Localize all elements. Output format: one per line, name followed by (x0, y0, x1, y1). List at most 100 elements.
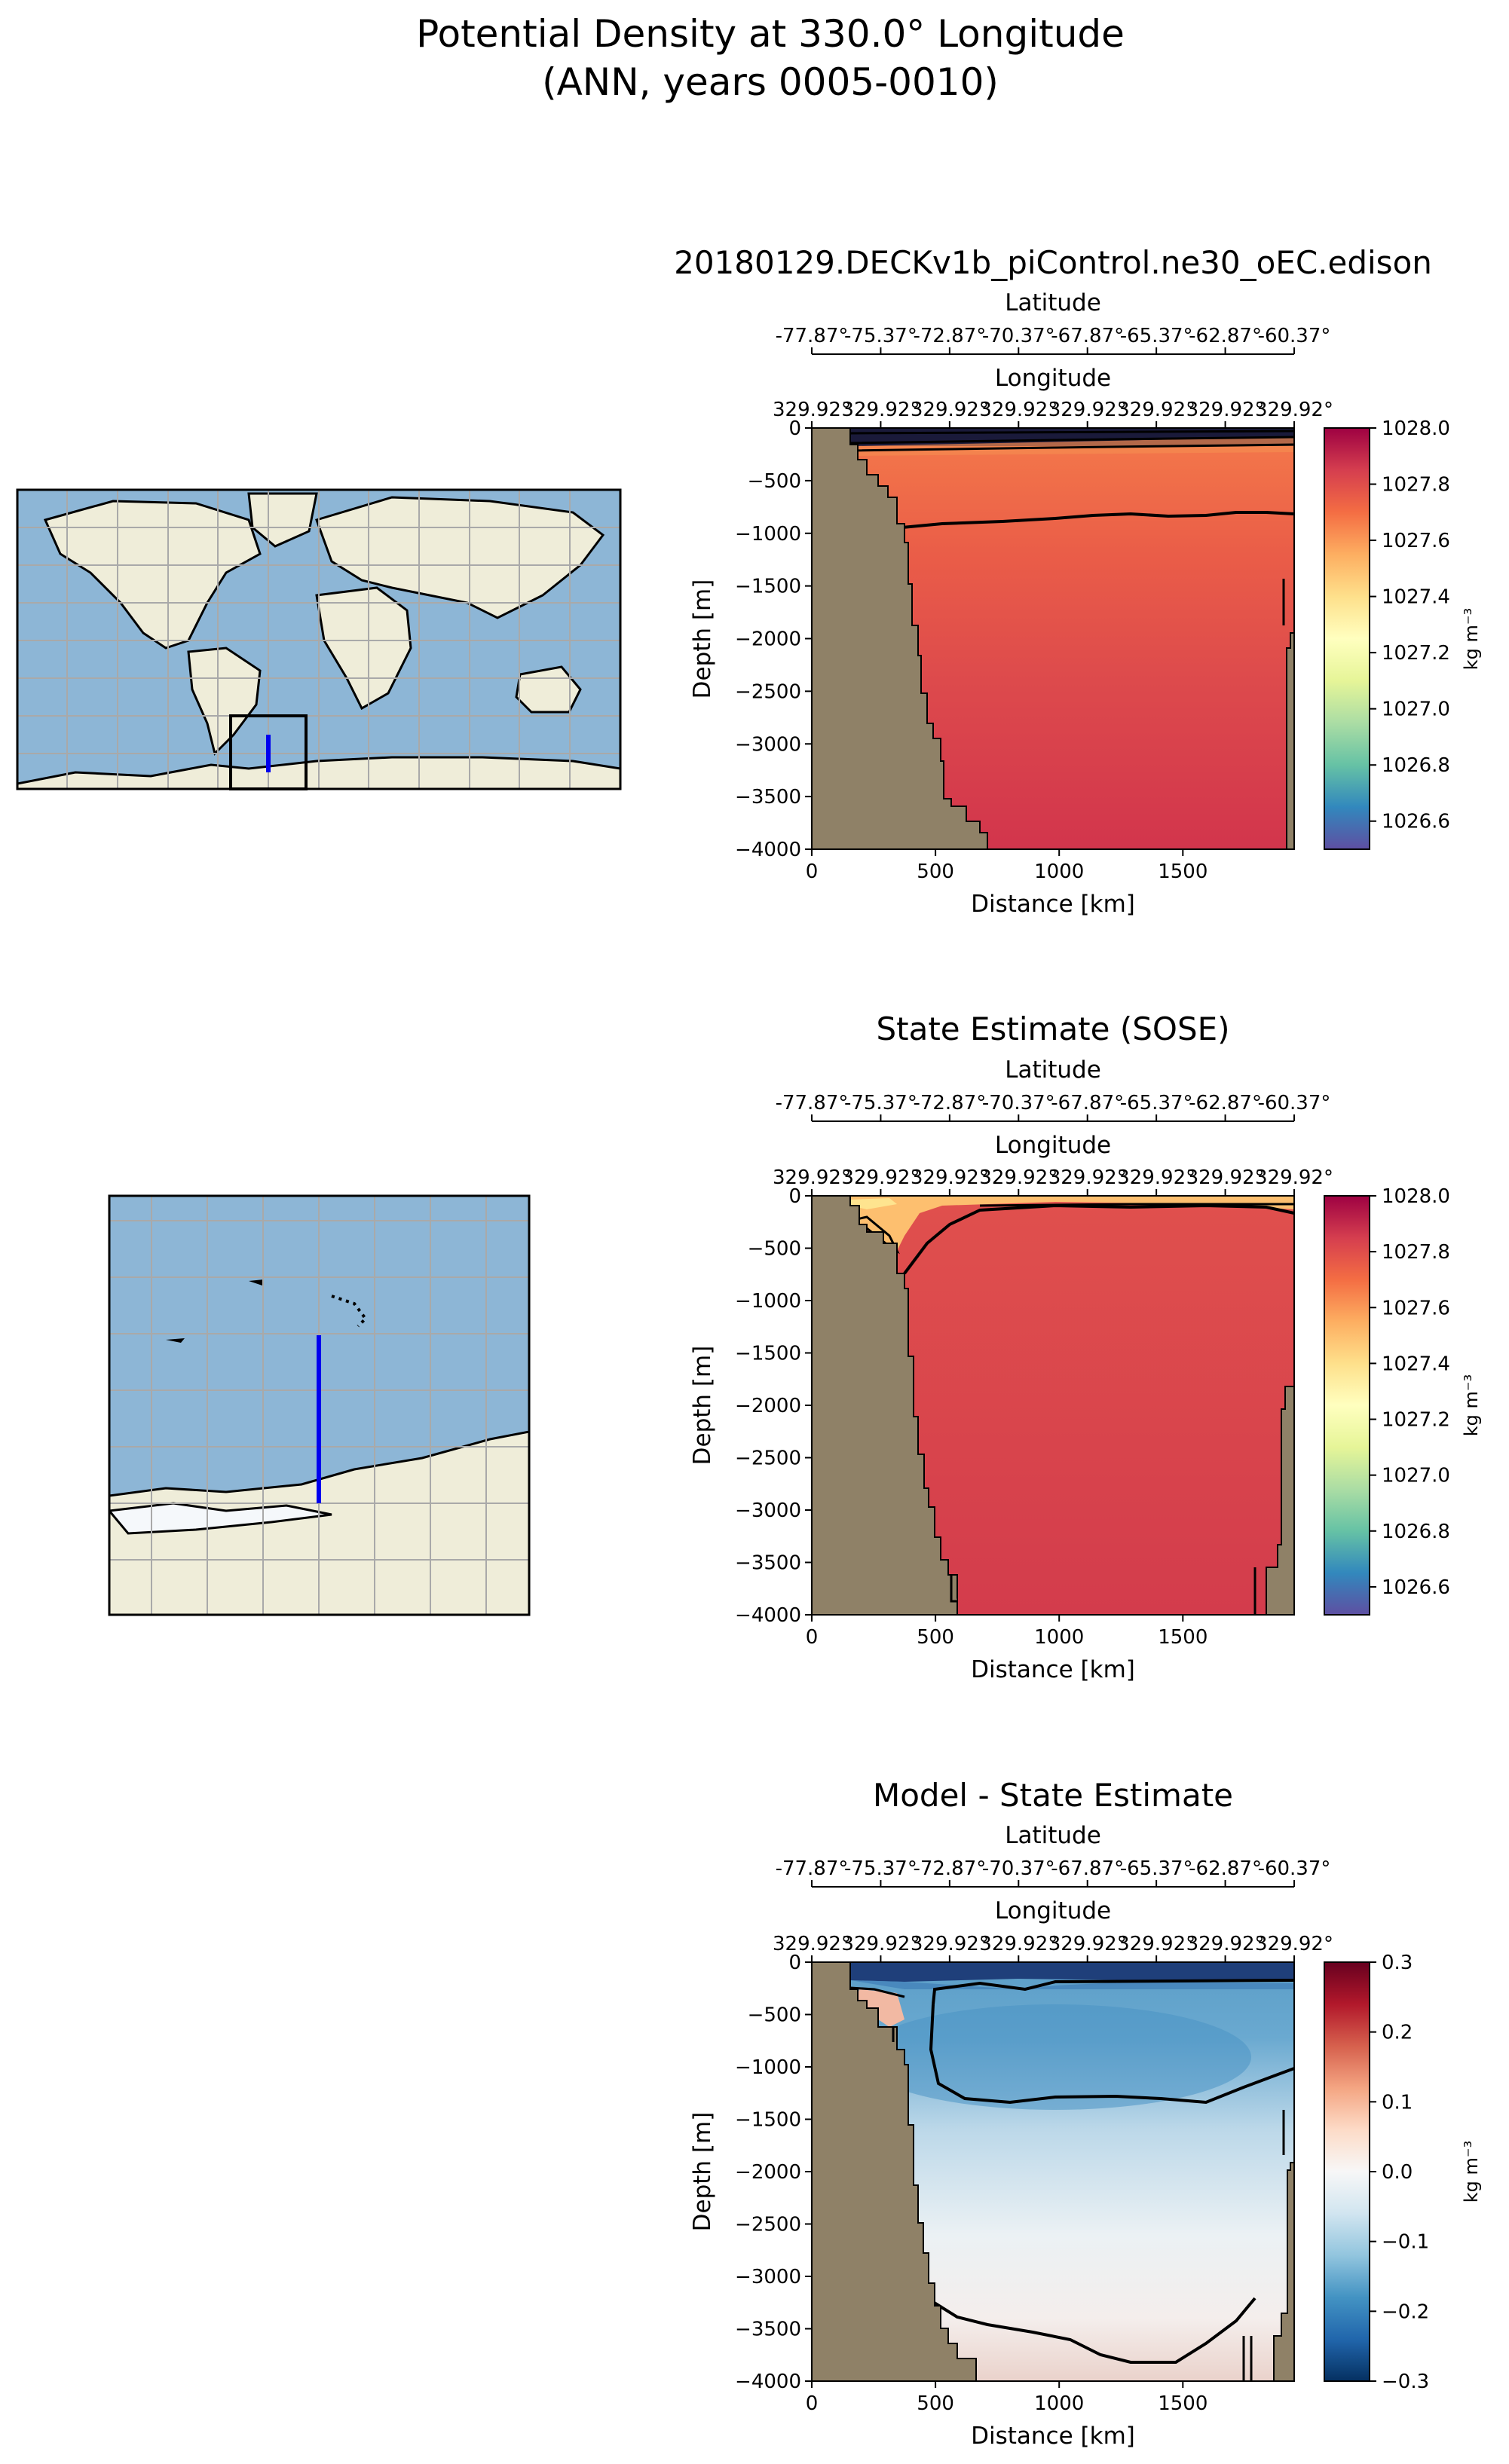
secondary-tick-label: -77.87° (776, 1092, 849, 1114)
y-tick-label: −2500 (735, 1448, 801, 1470)
secondary-tick-label: 329.92° (841, 399, 920, 421)
contour (929, 2004, 1295, 2105)
y-axis: 0 −500 −1000 −1500 −2000 −2500 −3000 −3500 −4000 (735, 417, 812, 861)
secondary-tick-label: -70.37° (982, 1857, 1055, 1880)
secondary-tick-label: 329.92° (1186, 399, 1265, 421)
colorbar-tick-label: 1027.0 (1382, 699, 1450, 721)
longitude-axis-label: Longitude (995, 1132, 1111, 1159)
latitude-axis: -77.87°-75.37°-72.87°-70.37°-67.87°-65.3… (776, 1092, 1331, 1122)
latitude-axis: -77.87°-75.37°-72.87°-70.37°-67.87°-65.3… (776, 1857, 1330, 1888)
y-tick-label: −3000 (735, 733, 801, 756)
contour (979, 1203, 1294, 1207)
x-axis-label: Distance [km] (971, 2423, 1135, 2450)
secondary-tick-label: 329.92° (1048, 399, 1127, 421)
colorbar-tick-label: 1027.4 (1382, 586, 1450, 609)
latitude-axis-label: Latitude (1005, 289, 1101, 316)
x-tick-label: 500 (917, 2392, 954, 2415)
contour (849, 436, 1295, 445)
colorbar-tick-label: 1027.2 (1382, 1409, 1450, 1432)
y-axis-label: Depth [m] (689, 1346, 716, 1466)
colorbar-tick-label: 1028.0 (1382, 1185, 1450, 1208)
positive-anomaly (856, 1989, 904, 2027)
secondary-tick-label: -72.87° (913, 325, 986, 347)
y-tick-label: −1000 (735, 2056, 801, 2079)
longitude-axis: 329.92°329.92°329.92°329.92°329.92°329.9… (773, 1166, 1333, 1197)
bathymetry-left (811, 1195, 958, 1616)
secondary-tick-label: 329.92° (979, 1166, 1058, 1189)
x-axis: 0 500 1000 1500 (806, 2381, 1208, 2415)
secondary-tick-label: 329.92° (773, 399, 851, 421)
panel-title: 20180129.DECKv1b_piControl.ne30_oEC.edis… (674, 244, 1432, 281)
secondary-tick-label: 329.92° (1117, 399, 1195, 421)
regional-map-island (249, 1279, 264, 1285)
y-axis: 0 −500 −1000 −1500 −2000 −2500 −3000 −3500 −4000 (735, 1952, 812, 2393)
secondary-tick-label: -70.37° (982, 1092, 1055, 1114)
colorbar-tick-label: −0.1 (1382, 2231, 1429, 2254)
panel-difference: Model - State Estimate Latitude -77.87°-… (689, 1777, 1482, 2450)
y-tick-label: −1000 (735, 1290, 801, 1313)
secondary-tick-label: -65.37° (1120, 1857, 1193, 1880)
longitude-axis: 329.92°329.92°329.92°329.92°329.92°329.9… (773, 399, 1333, 429)
colorbar-tick-label: 1027.8 (1382, 1241, 1450, 1264)
regional-map-frame (108, 1194, 531, 1616)
y-tick-label: 0 (788, 1185, 801, 1208)
figure-title-line2: (ANN, years 0005-0010) (542, 60, 999, 104)
colorbar-tick-label: 1027.6 (1382, 530, 1450, 552)
secondary-tick-label: 329.92° (1048, 1933, 1127, 1955)
colorbar-tick-label: 1027.8 (1382, 474, 1450, 497)
secondary-tick-label: 329.92° (773, 1166, 851, 1189)
secondary-tick-label: 329.92° (1117, 1166, 1195, 1189)
colorbar (1324, 1195, 1370, 1616)
x-tick-label: 1500 (1158, 1626, 1208, 1649)
y-tick-label: −3000 (735, 1499, 801, 1522)
secondary-tick-label: -65.37° (1120, 1092, 1193, 1114)
regional-map (108, 1194, 531, 1616)
x-tick-label: 1500 (1158, 861, 1208, 883)
regional-map-arc (331, 1295, 368, 1328)
colorbar (1324, 427, 1370, 850)
secondary-tick-label: -72.87° (913, 1092, 986, 1114)
y-tick-label: −3500 (735, 786, 801, 809)
bathymetry-edge (1242, 2336, 1253, 2381)
longitude-axis-label: Longitude (995, 1897, 1111, 1924)
contour (849, 430, 1295, 435)
y-axis-label: Depth [m] (689, 579, 716, 699)
y-tick-label: −500 (748, 1238, 801, 1261)
secondary-tick-label: 329.92° (1117, 1933, 1195, 1955)
latitude-axis-label: Latitude (1005, 1056, 1101, 1084)
contour (926, 2297, 1256, 2364)
secondary-tick-label: 329.92° (1255, 399, 1333, 421)
x-tick-label: 1000 (1034, 2392, 1084, 2415)
colorbar-tick-label: 0.1 (1382, 2091, 1413, 2114)
secondary-tick-label: -67.87° (1051, 1092, 1124, 1114)
colorbar-label: kg m⁻³ (1461, 2141, 1482, 2203)
y-tick-label: −4000 (735, 2371, 801, 2393)
colorbar-tick-label: −0.2 (1382, 2300, 1429, 2323)
x-tick-label: 0 (806, 861, 819, 883)
y-tick-label: −500 (748, 470, 801, 493)
secondary-tick-label: -60.37° (1258, 1092, 1331, 1114)
y-tick-label: −2000 (735, 1395, 801, 1417)
bathymetry-edge (950, 1575, 957, 1603)
colorbar-tick-label: 1027.0 (1382, 1465, 1450, 1487)
global-map-grid (17, 490, 620, 789)
colorbar-tick-label: 1026.8 (1382, 754, 1450, 777)
secondary-tick-label: 329.92° (841, 1933, 920, 1955)
global-map-frame (16, 488, 622, 790)
longitude-axis-label: Longitude (995, 365, 1111, 392)
secondary-tick-label: 329.92° (1186, 1933, 1265, 1955)
regional-map-island (166, 1338, 185, 1343)
regional-map-grid (109, 1196, 529, 1615)
surface-anomaly (850, 1962, 1294, 1982)
y-tick-label: −1500 (735, 1343, 801, 1365)
colorbar-tick-label: 0.2 (1382, 2022, 1413, 2044)
y-tick-label: −3000 (735, 2266, 801, 2288)
colorbar-tick-label: 1026.6 (1382, 811, 1450, 833)
secondary-tick-label: 329.92° (1186, 1166, 1265, 1189)
x-tick-label: 500 (917, 861, 954, 883)
colorbar-tick-label: 0.3 (1382, 1952, 1413, 1974)
colorbar-ticks: 1028.0 1027.8 1027.6 1027.4 1027.2 1027.0 1026… (1370, 1185, 1450, 1599)
y-tick-label: −2500 (735, 680, 801, 703)
secondary-tick-label: -75.37° (844, 1857, 917, 1880)
contour (901, 511, 1295, 529)
